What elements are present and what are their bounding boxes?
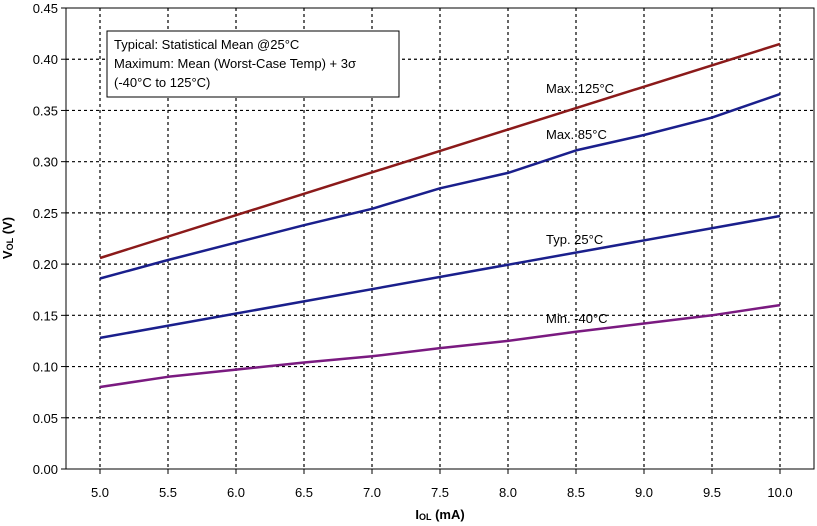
x-tick-label: 7.0 <box>363 485 381 500</box>
y-tick-label: 0.05 <box>33 411 58 426</box>
x-tick-label: 9.5 <box>703 485 721 500</box>
y-tick-label: 0.30 <box>33 155 58 170</box>
x-tick-label: 5.0 <box>91 485 109 500</box>
y-tick-label: 0.45 <box>33 1 58 16</box>
x-tick-label: 10.0 <box>767 485 792 500</box>
series-line-1 <box>99 92 781 280</box>
x-tick-label: 8.0 <box>499 485 517 500</box>
y-tick-label: 0.10 <box>33 360 58 375</box>
series-label-1: Max. 85°C <box>546 127 607 142</box>
x-axis-ticks: 5.0 5.5 6.0 6.5 7.0 7.5 8.0 8.5 9.0 9.5 10.0 <box>91 469 793 500</box>
x-tick-label: 7.5 <box>431 485 449 500</box>
y-tick-label: 0.15 <box>33 308 58 323</box>
note-box <box>106 30 400 98</box>
x-tick-label: 6.0 <box>227 485 245 500</box>
series-label-3: Min. -40°C <box>546 311 608 326</box>
series-lines <box>99 42 781 389</box>
x-axis-title: IOL (mA) <box>415 507 464 522</box>
y-axis-title: VOL (V) <box>0 217 15 259</box>
y-tick-label: 0.25 <box>33 206 58 221</box>
note-line-3: (-40°C to 125°C) <box>114 75 210 90</box>
series-label-0: Max. 125°C <box>546 81 614 96</box>
legend-note: Typical: Statistical Mean @25°C Maximum:… <box>106 30 400 98</box>
y-tick-label: 0.35 <box>33 103 58 118</box>
note-line-2: Maximum: Mean (Worst-Case Temp) + 3σ <box>114 56 356 71</box>
series-labels: Max. 125°C Max. 85°C Typ. 25°C Min. -40°C <box>546 81 614 326</box>
x-tick-label: 6.5 <box>295 485 313 500</box>
series-line-2 <box>99 214 781 340</box>
note-line-1: Typical: Statistical Mean @25°C <box>114 37 299 52</box>
x-tick-label: 5.5 <box>159 485 177 500</box>
y-tick-label: 0.40 <box>33 52 58 67</box>
series-label-2: Typ. 25°C <box>546 232 603 247</box>
y-axis-ticks: 0.00 0.05 0.10 0.15 0.20 0.25 0.30 0.35 0.40 0.45 <box>33 1 66 477</box>
x-tick-label: 9.0 <box>635 485 653 500</box>
series-line-3 <box>99 303 781 389</box>
series-line-0 <box>99 42 781 260</box>
y-tick-label: 0.00 <box>33 462 58 477</box>
grid-lines <box>66 8 814 469</box>
y-tick-label: 0.20 <box>33 257 58 272</box>
x-tick-label: 8.5 <box>567 485 585 500</box>
